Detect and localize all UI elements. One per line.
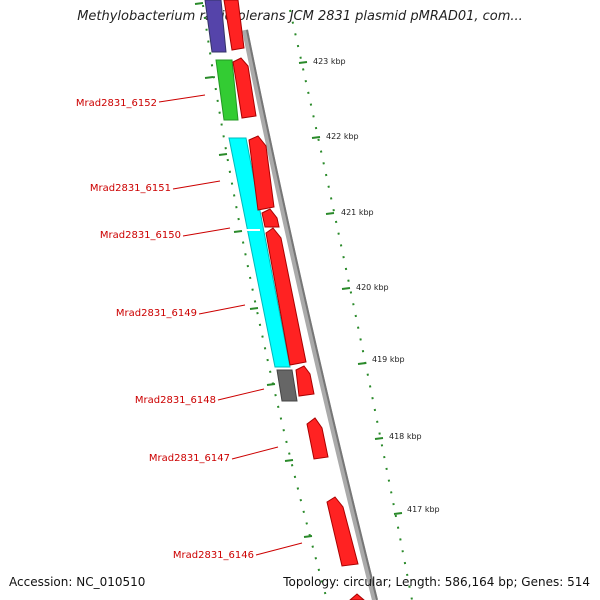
gene-label-6152: Mrad2831_6152 (76, 98, 157, 109)
map-title: Methylobacterium radiotolerans JCM 2831 … (77, 9, 523, 24)
length-label: Length: (395, 575, 441, 589)
tick-label-422: 422 kbp (326, 132, 359, 141)
cds-arrow-6146 (326, 496, 359, 567)
cds-arrow-6148 (295, 365, 315, 397)
feature-block-gray (276, 369, 298, 402)
scale-tick-labels: 423 kbp 422 kbp 421 kbp 420 kbp 419 kbp … (313, 57, 440, 514)
cds-arrow-6147 (306, 417, 329, 460)
tick-label-420: 420 kbp (356, 283, 389, 292)
outer-tick-ring (289, 9, 413, 600)
gene-label-6148: Mrad2831_6148 (135, 395, 216, 406)
genes-label: Genes: (521, 575, 564, 589)
inner-tick-ring (202, 4, 328, 600)
tick-label-417: 417 kbp (407, 505, 440, 514)
feature-block-green (215, 59, 239, 121)
accession-value: NC_010510 (76, 575, 146, 589)
tick-label-421: 421 kbp (341, 208, 374, 217)
scale-tick-marks (298, 61, 403, 515)
accession-info: Accession: NC_010510 (9, 575, 145, 589)
gene-leader-lines (158, 94, 303, 556)
gene-labels: Mrad2831_6152 Mrad2831_6151 Mrad2831_615… (76, 98, 254, 561)
cds-arrow-top (223, 0, 245, 51)
topology-value: circular (343, 575, 388, 589)
tick-label-419: 419 kbp (372, 355, 405, 364)
inner-major-ticks (194, 2, 313, 538)
accession-label: Accession: (9, 575, 73, 589)
topology-info: Topology: circular; Length: 586,164 bp; … (283, 575, 590, 589)
cds-arrow-6151 (248, 135, 275, 211)
tick-label-418: 418 kbp (389, 432, 422, 441)
feature-block-purple (204, 0, 227, 53)
genes-value: 514 (567, 575, 590, 589)
gene-label-6149: Mrad2831_6149 (116, 308, 197, 319)
topology-label: Topology: (283, 575, 340, 589)
gene-label-6151: Mrad2831_6151 (90, 183, 171, 194)
gene-label-6146: Mrad2831_6146 (173, 550, 254, 561)
cds-arrow-bottom (349, 593, 365, 600)
gene-label-6150: Mrad2831_6150 (100, 230, 181, 241)
backbone-line (242, 29, 378, 600)
tick-label-423: 423 kbp (313, 57, 346, 66)
length-value: 586,164 bp (444, 575, 514, 589)
cds-arrow-6149 (265, 227, 307, 366)
feature-block-cyan (228, 137, 291, 368)
gene-label-6147: Mrad2831_6147 (149, 453, 230, 464)
cds-arrow-6152 (232, 57, 257, 119)
cds-arrow-6150 (261, 208, 280, 228)
backbone-line-dark (246, 29, 378, 600)
